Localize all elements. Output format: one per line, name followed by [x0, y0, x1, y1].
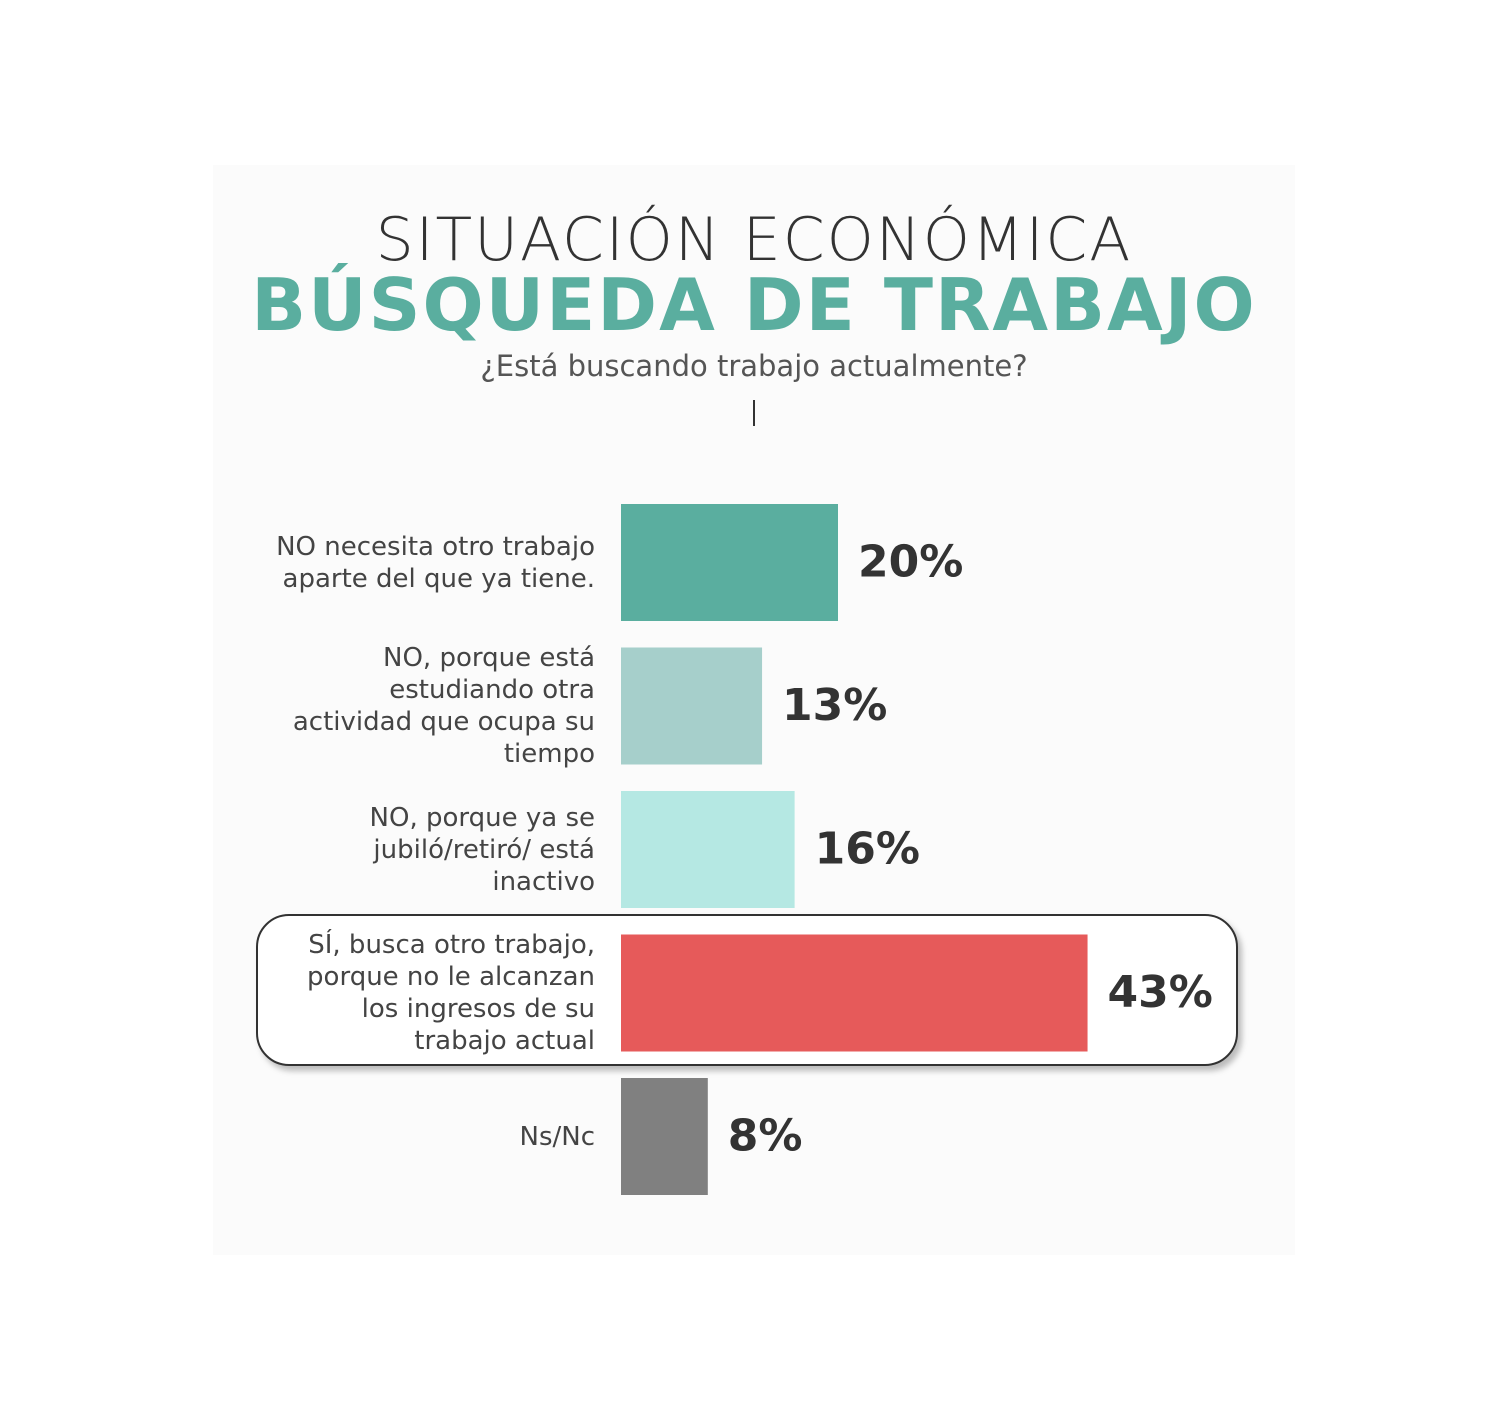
category-label: Ns/Nc — [519, 1121, 596, 1152]
bar — [621, 504, 838, 621]
subtitle: ¿Está buscando trabajo actualmente? — [480, 349, 1027, 383]
category-label: SÍ, busca otro trabajo, porque no le alc… — [307, 930, 595, 1056]
value-label: 16% — [815, 824, 920, 875]
value-label: 8% — [728, 1111, 803, 1162]
value-label: 13% — [782, 680, 887, 731]
bar — [621, 791, 795, 908]
category-label: NO necesita otro trabajo aparte del que … — [276, 531, 595, 594]
bar — [621, 647, 763, 765]
bar — [621, 1078, 708, 1195]
value-label: 20% — [858, 537, 963, 588]
value-label: 43% — [1108, 967, 1213, 1018]
chart-title: BÚSQUEDA DE TRABAJO — [251, 263, 1257, 347]
page-title: SITUACIÓN ECONÓMICA — [376, 204, 1133, 275]
bar — [621, 934, 1088, 1052]
category-label: NO, porque ya se jubiló/retiró/ está ina… — [369, 802, 595, 897]
category-label: NO, porque está estudiando otra activida… — [292, 643, 595, 769]
